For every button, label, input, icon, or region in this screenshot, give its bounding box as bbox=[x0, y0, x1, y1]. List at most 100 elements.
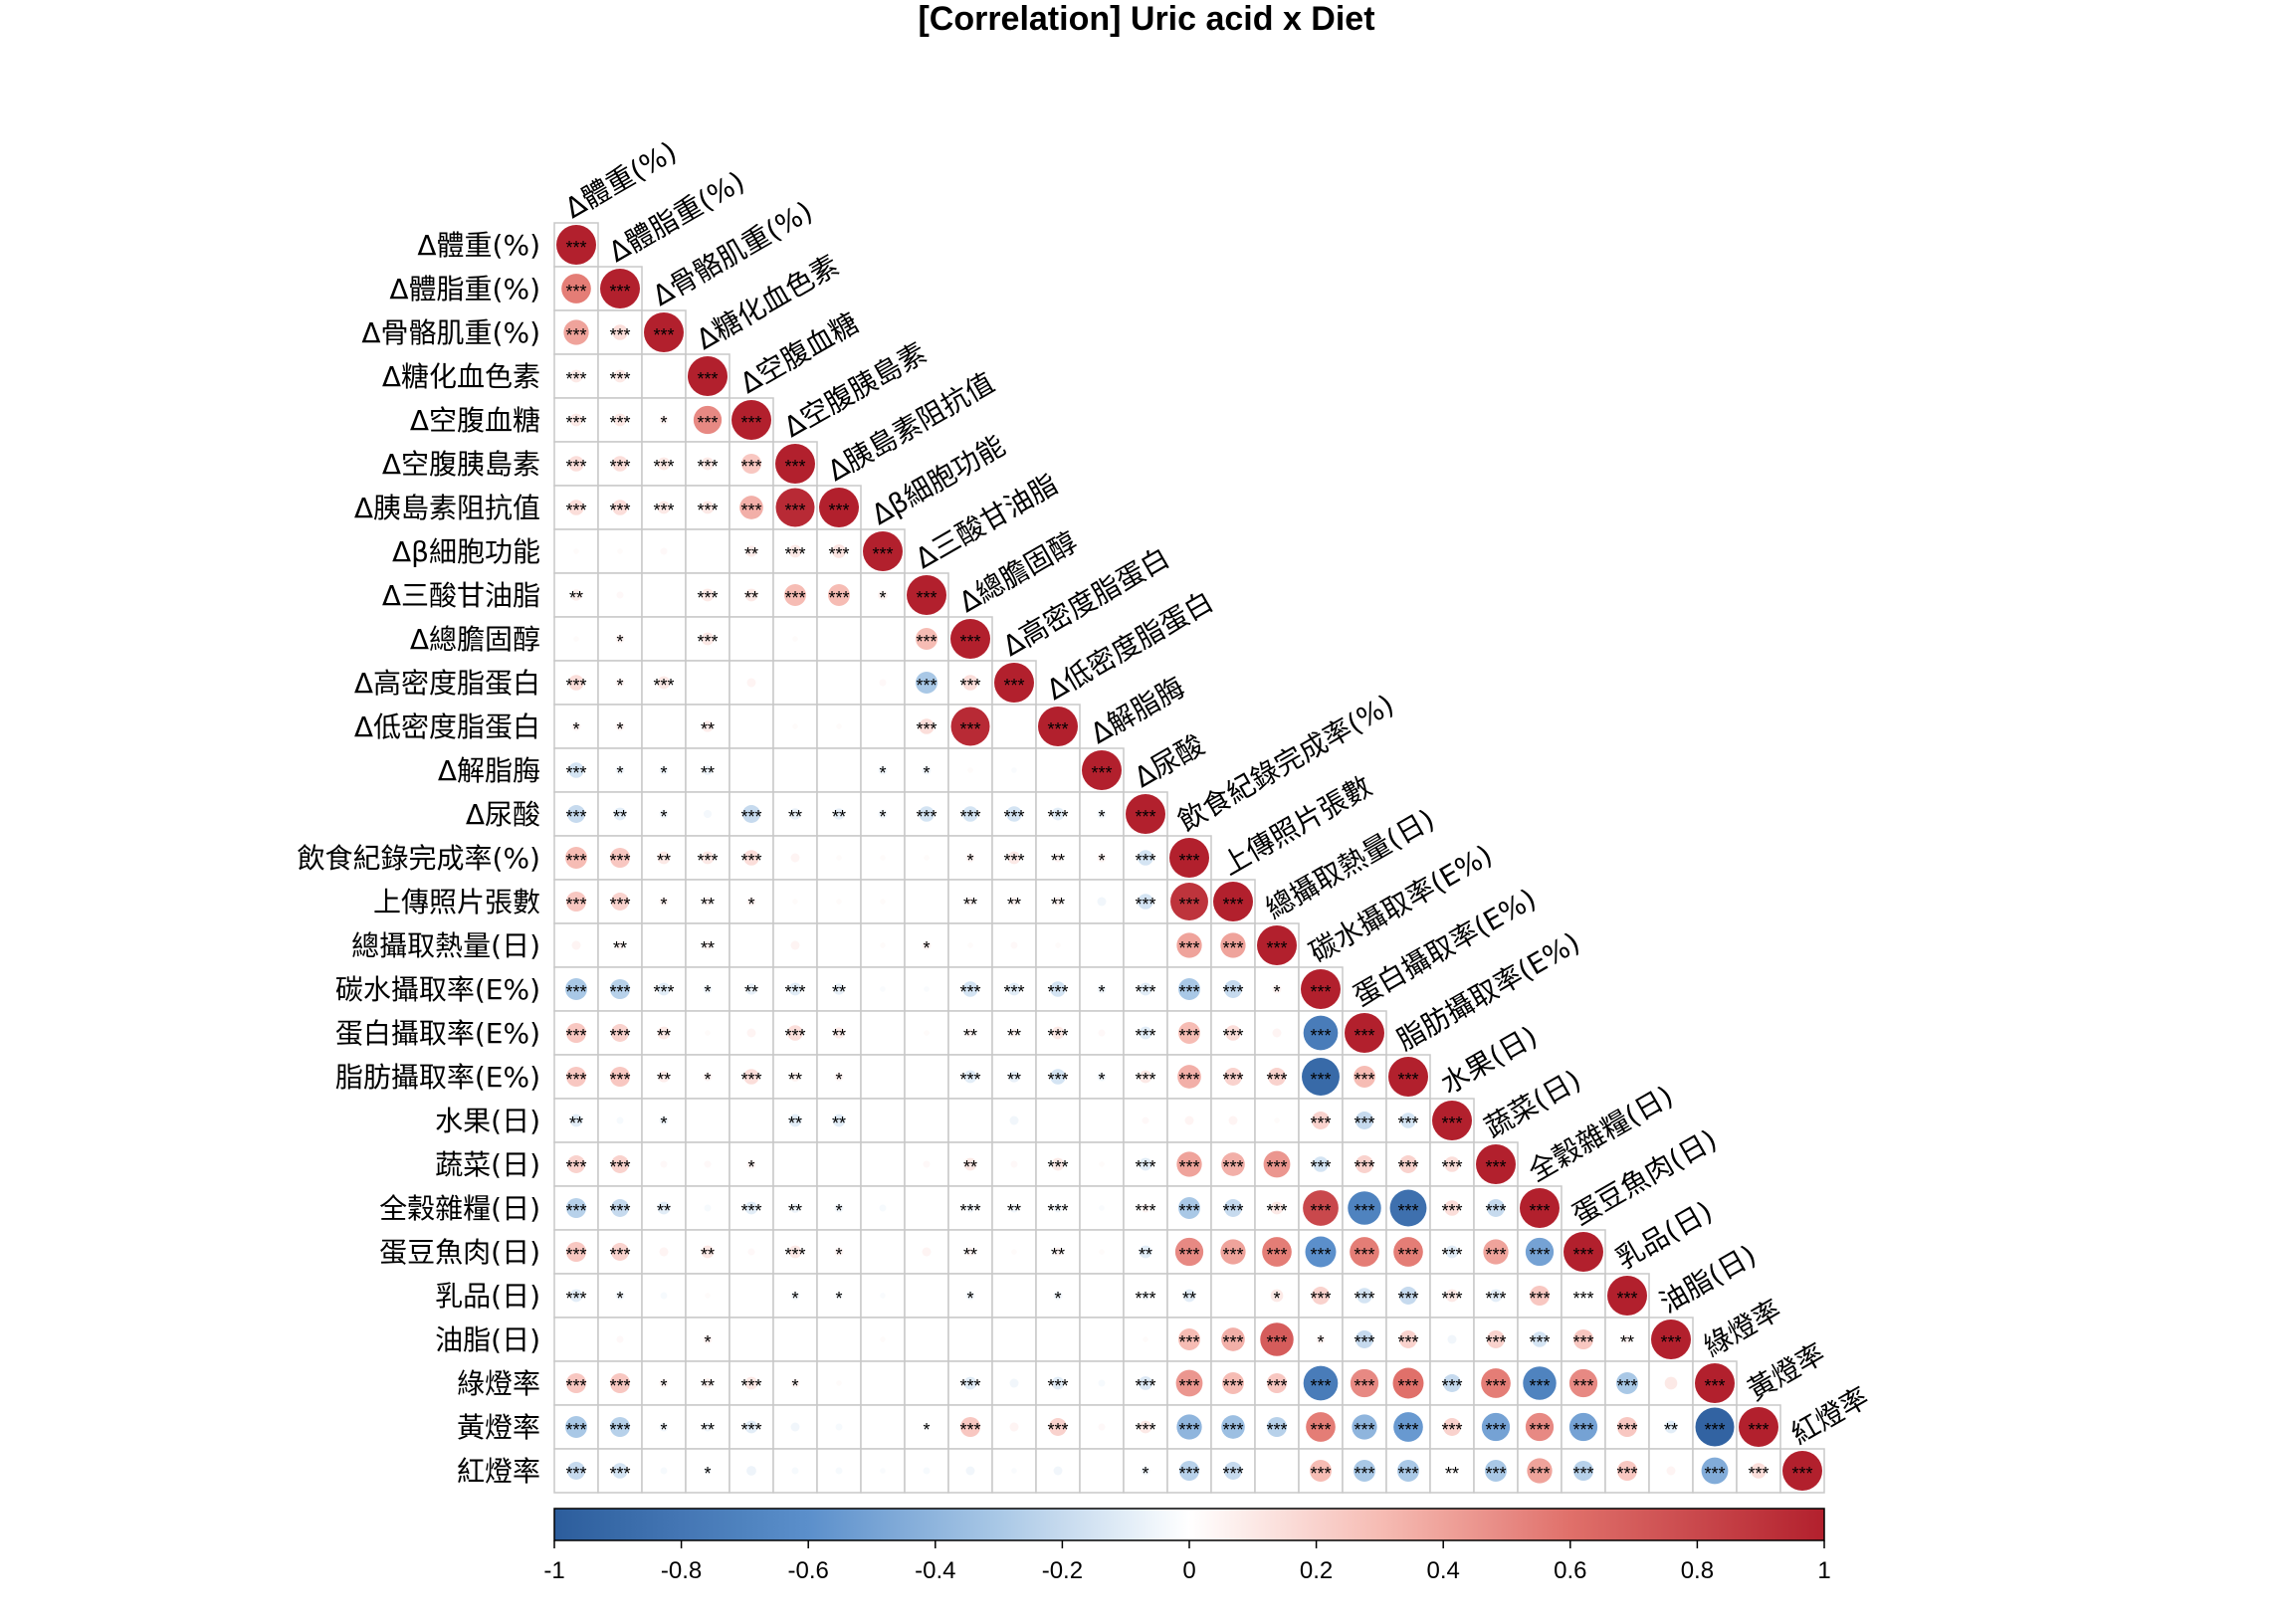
correlation-circle bbox=[790, 940, 800, 950]
correlation-circle bbox=[746, 1466, 756, 1476]
significance-label: ** bbox=[657, 1026, 671, 1046]
correlation-circle bbox=[569, 369, 583, 383]
correlation-circle bbox=[1616, 1372, 1638, 1394]
correlation-circle bbox=[1622, 1334, 1632, 1344]
correlation-circle bbox=[1139, 1026, 1152, 1040]
significance-label: * bbox=[879, 763, 886, 783]
correlation-circle bbox=[832, 1114, 846, 1127]
correlation-circle bbox=[1607, 1276, 1647, 1316]
correlation-circle bbox=[1303, 1190, 1339, 1226]
significance-label: *** bbox=[1572, 1245, 1593, 1265]
significance-label: *** bbox=[1135, 1376, 1155, 1396]
significance-label: *** bbox=[959, 632, 980, 652]
correlation-circle bbox=[1268, 1068, 1286, 1086]
correlation-circle bbox=[1138, 894, 1153, 910]
significance-label: *** bbox=[1441, 1289, 1462, 1309]
correlation-circle bbox=[1053, 1247, 1063, 1257]
correlation-circle bbox=[1568, 1412, 1598, 1442]
correlation-circle bbox=[1099, 1205, 1105, 1211]
row-label: 上傳照片張數 bbox=[373, 886, 540, 918]
significance-label: ** bbox=[657, 1201, 671, 1221]
significance-label: *** bbox=[697, 632, 718, 652]
correlation-circle bbox=[922, 1247, 932, 1257]
correlation-circle bbox=[610, 848, 630, 868]
significance-label: *** bbox=[1047, 1420, 1068, 1440]
correlation-circle bbox=[1053, 1466, 1063, 1476]
significance-label: *** bbox=[1266, 1157, 1287, 1177]
correlation-circle bbox=[788, 982, 802, 996]
significance-label: *** bbox=[1222, 1157, 1243, 1177]
correlation-circle bbox=[659, 765, 669, 775]
significance-label: *** bbox=[1485, 1464, 1506, 1484]
significance-label: *** bbox=[1529, 1464, 1550, 1484]
correlation-circle bbox=[1057, 769, 1059, 771]
correlation-circle bbox=[1169, 838, 1209, 878]
significance-label: *** bbox=[1135, 1420, 1155, 1440]
correlation-circle bbox=[1530, 1286, 1550, 1306]
correlation-circle bbox=[794, 1163, 796, 1165]
significance-label: ** bbox=[1007, 1070, 1021, 1090]
significance-label: *** bbox=[1178, 1157, 1199, 1177]
correlation-circle bbox=[1568, 1368, 1598, 1398]
correlation-circle bbox=[1302, 1058, 1340, 1096]
correlation-circle bbox=[613, 807, 627, 821]
correlation-circle bbox=[1141, 1203, 1150, 1213]
correlation-circle bbox=[1270, 1201, 1284, 1215]
significance-label: *** bbox=[1354, 1114, 1374, 1133]
correlation-circle bbox=[838, 638, 840, 640]
correlation-circle bbox=[1049, 1418, 1067, 1436]
correlation-circle bbox=[1224, 1462, 1242, 1480]
correlation-circle bbox=[701, 457, 715, 471]
significance-label: *** bbox=[1748, 1464, 1769, 1484]
significance-label: *** bbox=[1310, 1201, 1331, 1221]
correlation-circle bbox=[1013, 1338, 1015, 1340]
chart-title: [Correlation] Uric acid x Diet bbox=[918, 0, 1374, 38]
correlation-circle bbox=[1009, 1116, 1019, 1125]
correlation-circle bbox=[611, 893, 629, 911]
row-label: Δ解脂脢 bbox=[438, 754, 540, 787]
correlation-circle bbox=[1097, 809, 1107, 819]
correlation-circle bbox=[926, 901, 928, 903]
correlation-circle bbox=[1221, 1152, 1245, 1176]
correlation-circle bbox=[838, 1163, 840, 1165]
significance-label: *** bbox=[740, 1376, 761, 1396]
correlation-circle bbox=[1008, 1071, 1020, 1083]
significance-label: ** bbox=[963, 1157, 977, 1177]
correlation-circle bbox=[879, 1204, 887, 1212]
significance-label: *** bbox=[565, 1376, 586, 1396]
correlation-circle bbox=[615, 765, 625, 775]
significance-label: *** bbox=[1222, 1070, 1243, 1090]
correlation-circle bbox=[1695, 1363, 1735, 1403]
row-label: Δ體重(%) bbox=[417, 229, 540, 262]
row-label: 全穀雜糧(日) bbox=[379, 1192, 540, 1225]
correlation-circle bbox=[1617, 1461, 1637, 1481]
significance-label: ** bbox=[1664, 1420, 1678, 1440]
significance-label: * bbox=[572, 719, 579, 739]
correlation-circle bbox=[916, 628, 938, 650]
significance-label: *** bbox=[1397, 1114, 1418, 1133]
colorbar-tick-label: -1 bbox=[543, 1557, 564, 1584]
colorbar-tick-label: 0.8 bbox=[1681, 1557, 1714, 1584]
correlation-circle bbox=[832, 544, 846, 558]
significance-label: ** bbox=[1051, 1245, 1065, 1265]
significance-label: *** bbox=[1178, 851, 1199, 871]
significance-label: *** bbox=[1178, 938, 1199, 958]
significance-label: *** bbox=[1572, 1420, 1593, 1440]
significance-label: *** bbox=[1441, 1114, 1462, 1133]
correlation-circle bbox=[790, 1291, 800, 1301]
correlation-circle bbox=[660, 547, 668, 555]
correlation-circle bbox=[616, 1335, 624, 1343]
significance-label: *** bbox=[1529, 1201, 1550, 1221]
significance-label: *** bbox=[916, 632, 937, 652]
correlation-circle bbox=[1221, 1327, 1245, 1351]
correlation-circle bbox=[702, 720, 714, 732]
correlation-circle bbox=[1139, 1245, 1152, 1259]
significance-label: ** bbox=[832, 1114, 846, 1133]
significance-label: * bbox=[747, 895, 754, 914]
correlation-circle bbox=[880, 855, 886, 861]
correlation-circle bbox=[1573, 1329, 1593, 1349]
correlation-circle bbox=[1352, 1414, 1377, 1440]
correlation-circle bbox=[1098, 1029, 1106, 1037]
significance-label: * bbox=[1098, 982, 1105, 1002]
significance-label: *** bbox=[1397, 1332, 1418, 1352]
